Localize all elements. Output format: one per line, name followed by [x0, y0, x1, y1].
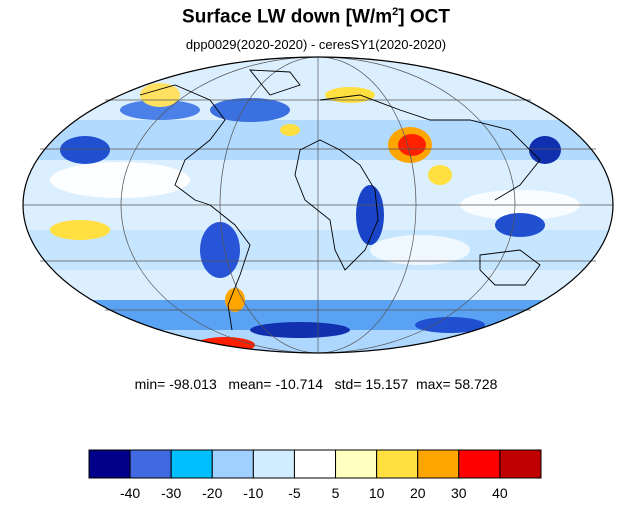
colorbar-tick-label: 10: [369, 485, 385, 501]
plot-title: Surface LW down [W/m2] OCT: [0, 6, 632, 28]
title-suffix: ] OCT: [398, 6, 450, 28]
colorbar-swatch: [293, 449, 337, 479]
colorbar-swatch: [335, 449, 378, 479]
colorbar-tick-label: 40: [492, 485, 508, 501]
colorbar-tick-label: -20: [202, 485, 222, 501]
colorbar-tick-label: 20: [410, 485, 426, 501]
colorbar-tick-label: -10: [243, 485, 263, 501]
colorbar-tick-label: -5: [288, 485, 301, 501]
colorbar-tick-label: 5: [332, 485, 340, 501]
title-superscript: 2: [392, 6, 399, 18]
title-main: Surface LW down [W/m: [182, 6, 393, 28]
colorbar-swatch: [252, 449, 295, 479]
colorbar-swatch: [88, 449, 131, 479]
colorbar-swatch: [417, 449, 460, 479]
plot-subtitle: dpp0029(2020-2020) - ceresSY1(2020-2020): [185, 37, 447, 52]
colorbar-swatch: [211, 449, 254, 479]
colorbar-swatch: [129, 449, 172, 479]
map-border: [22, 56, 614, 354]
colorbar-tick-label: 30: [451, 485, 467, 501]
colorbar-swatch: [376, 449, 419, 479]
colorbar-swatch: [170, 449, 213, 479]
statistics-line: min= -98.013 mean= -10.714 std= 15.157 m…: [134, 376, 498, 392]
colorbar-swatch: [499, 449, 542, 479]
colorbar-tick-label: -30: [161, 485, 181, 501]
colorbar-swatch: [458, 449, 501, 479]
coastlines: [139, 69, 541, 331]
colorbar-tick-label: -40: [120, 485, 140, 501]
